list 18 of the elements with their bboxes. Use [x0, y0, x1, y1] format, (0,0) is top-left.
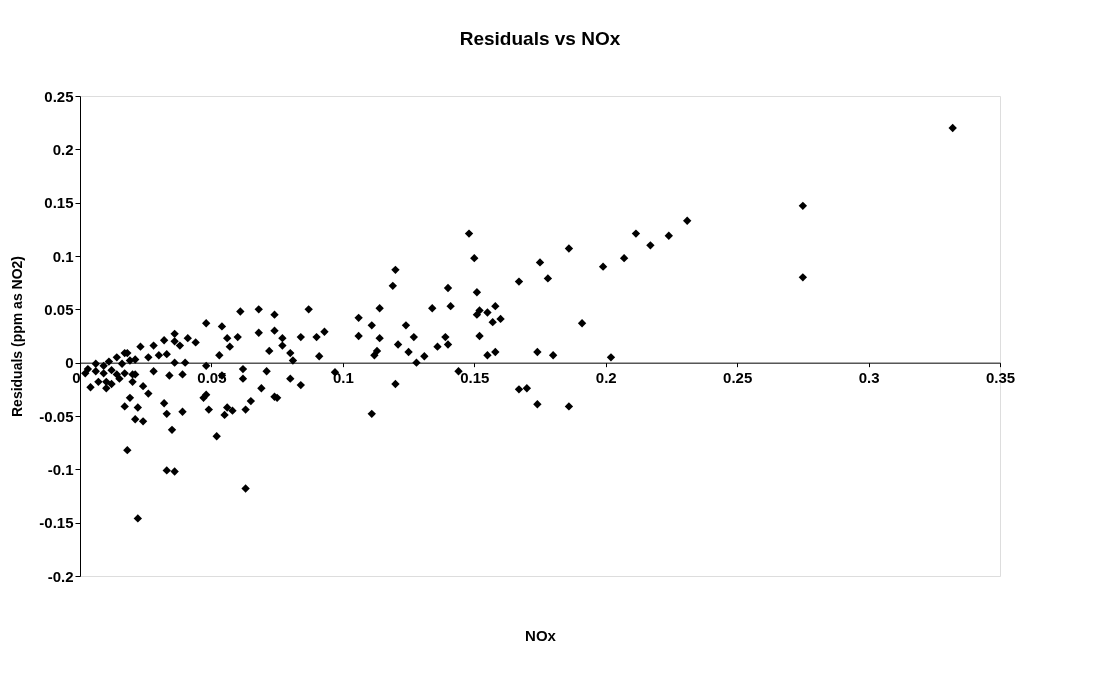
- y-tick-label: 0.25: [44, 87, 74, 105]
- y-tick-label: -0.1: [47, 460, 74, 478]
- y-tick-label: 0.2: [52, 140, 74, 158]
- y-tick-label: 0.05: [44, 300, 74, 318]
- x-tick-label: 0.15: [460, 369, 490, 387]
- chart-title: Residuals vs NOx: [459, 28, 621, 49]
- y-tick-label: 0.15: [44, 194, 74, 212]
- y-tick-label: -0.2: [47, 567, 74, 585]
- y-tick-label: 0.1: [52, 247, 74, 265]
- y-tick-label: 0: [65, 354, 74, 372]
- y-tick-label: -0.05: [39, 407, 74, 425]
- x-tick-label: 0.25: [723, 369, 753, 387]
- x-tick-label: 0.3: [858, 369, 880, 387]
- y-axis-title: Residuals (ppm as NO2): [9, 255, 26, 418]
- x-tick-label: 0.2: [595, 369, 617, 387]
- y-tick-label: -0.15: [39, 514, 74, 532]
- x-axis-title: NOx: [525, 626, 557, 644]
- x-tick-label: 0.35: [985, 369, 1016, 387]
